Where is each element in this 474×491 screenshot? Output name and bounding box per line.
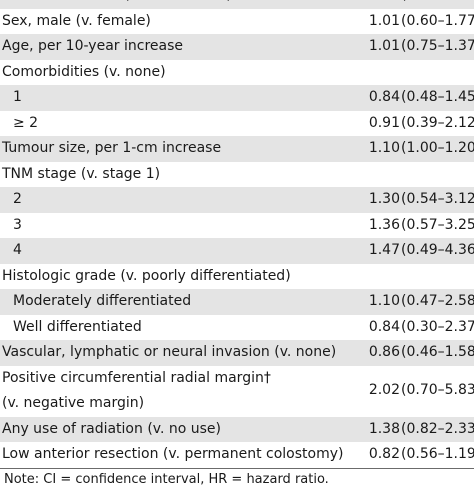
hazard-ratio-value: 0.91 — [368, 114, 400, 131]
confidence-interval-value: (0.70–5.83) — [401, 382, 474, 399]
hazard-ratio-value: 1.38 — [368, 420, 400, 437]
confidence-interval-value: (0.47–2.58) — [401, 293, 474, 309]
row-label: Any use of radiation (v. no use) — [2, 420, 222, 437]
row-label: Positive circumferential radial margin† — [2, 369, 271, 386]
table-row: 4 1.47 (0.49–4.36) — [0, 238, 474, 264]
table-row: 3 1.36 (0.57–3.25) — [0, 213, 474, 239]
table-row: ≥ 2 0.91 (0.39–2.12) — [0, 111, 474, 137]
table-row: Any use of radiation (v. no use) 1.38 (0.8… — [0, 416, 474, 442]
row-label: 3 — [13, 216, 22, 233]
table-row: Moderately differentiated 1.10 (0.47–2.58) — [0, 289, 474, 315]
row-label: Age, per 10-year increase — [2, 38, 183, 54]
confidence-interval-value: (0.39–2.12) — [401, 114, 474, 131]
row-label: Histologic grade (v. poorly differentiat… — [2, 267, 291, 284]
hazard-ratio-value: 1.10 — [368, 140, 400, 156]
hazard-ratio-value: 1.10 — [368, 293, 400, 309]
hazard-ratio-value: 1.01 — [368, 12, 400, 29]
table-row: Positive circumferential radial margin† (… — [0, 366, 474, 417]
table-footnote: Note: CI = confidence interval, HR = haz… — [0, 469, 474, 491]
row-label: Low anterior resection (v. permanent col… — [2, 446, 344, 462]
table-row: Sex, male (v. female) 1.01 (0.60–1.77) — [0, 9, 474, 35]
table-row: 2 1.30 (0.54–3.12) — [0, 187, 474, 213]
hazard-ratio-value: 0.86 — [368, 344, 400, 360]
hazard-ratio-value: 0.82 — [368, 446, 400, 462]
row-label: Vascular, lymphatic or neural invasion (… — [2, 344, 337, 360]
row-label: 4 — [13, 242, 22, 258]
confidence-interval-value: (0.48–1.45) — [401, 89, 474, 105]
confidence-interval-value: (0.82–2.33) — [401, 420, 474, 437]
row-label-continued: (v. negative margin) — [2, 395, 145, 411]
table-row: 1 0.84 (0.48–1.45) — [0, 85, 474, 111]
table-row: Comorbidities (v. none) — [0, 60, 474, 86]
row-label: ≥ 2 — [13, 114, 39, 131]
table-row: Low anterior resection (v. permanent col… — [0, 442, 474, 468]
table-row: Age, per 10-year increase 1.01 (0.75–1.37) — [0, 34, 474, 60]
row-label: Sex, male (v. female) — [2, 12, 151, 29]
footnote-text: Note: CI = confidence interval, HR = haz… — [4, 471, 329, 487]
hazard-ratio-value: 1.30 — [368, 191, 400, 207]
hazard-ratio-value: 1.01 — [368, 38, 400, 54]
confidence-interval-value: (0.60–1.77) — [401, 12, 474, 29]
hazard-ratio-value: 0.98 — [369, 0, 400, 9]
hazard-ratio-value: 0.84 — [368, 318, 400, 335]
hazard-ratio-value: 2.02 — [368, 382, 400, 399]
confidence-interval-value: (0.81–1.32) — [401, 0, 474, 9]
table-row: Vascular, lymphatic or neural invasion (… — [0, 340, 474, 366]
confidence-interval-value: (0.75–1.37) — [401, 38, 474, 54]
confidence-interval-value: (0.54–3.12) — [401, 191, 474, 207]
table-row: Intervention arm (v. control arm) 0.98(0.… — [0, 0, 474, 9]
row-label: Tumour size, per 1-cm increase — [2, 140, 222, 156]
confidence-interval-value: (0.56–1.19) — [401, 446, 474, 462]
row-label: 1 — [13, 89, 22, 105]
table-row: Well differentiated 0.84 (0.30–2.37) — [0, 315, 474, 341]
table-bottom-rule — [0, 467, 474, 469]
confidence-interval-value: (0.46–1.58) — [401, 344, 474, 360]
table-row: TNM stage (v. stage 1) — [0, 162, 474, 188]
confidence-interval-value: (0.57–3.25) — [401, 216, 474, 233]
table-row: Tumour size, per 1-cm increase 1.10 (1.00–… — [0, 136, 474, 162]
hazard-ratio-value: 0.84 — [368, 89, 400, 105]
row-label: Well differentiated — [13, 318, 142, 335]
hazard-ratio-value: 1.47 — [368, 242, 400, 258]
confidence-interval-value: (0.30–2.37) — [401, 318, 474, 335]
confidence-interval-value: (1.00–1.20) — [401, 140, 474, 156]
row-label: TNM stage (v. stage 1) — [2, 165, 161, 182]
hazard-ratio-value: 1.36 — [368, 216, 400, 233]
table-row: Histologic grade (v. poorly differentiat… — [0, 264, 474, 290]
row-label: Moderately differentiated — [13, 293, 192, 309]
row-label: 2 — [13, 191, 22, 207]
confidence-interval-value: (0.49–4.36) — [401, 242, 474, 258]
row-label: Intervention arm (v. control arm) — [2, 0, 232, 9]
row-label: Comorbidities (v. none) — [2, 63, 166, 80]
